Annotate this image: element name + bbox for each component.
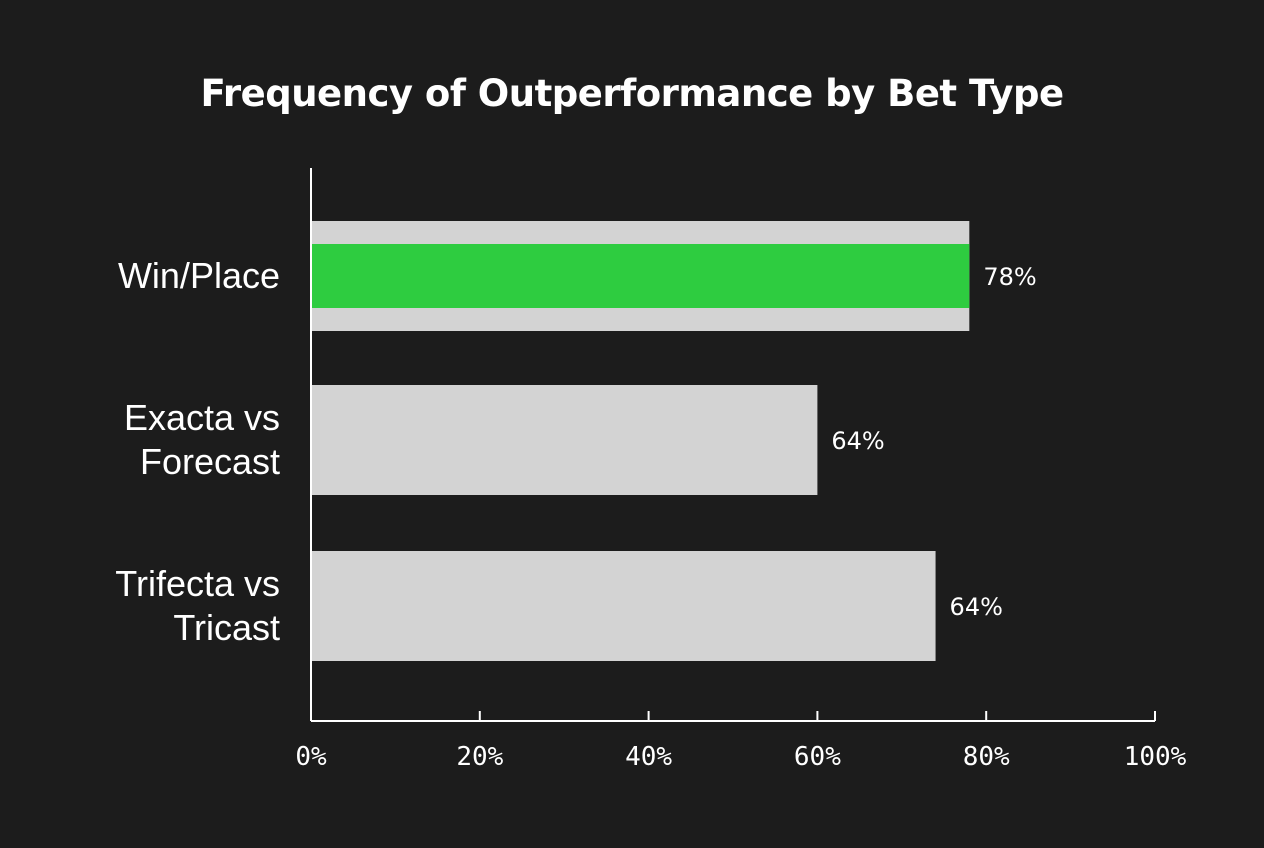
- x-tick-label-2: 40%: [625, 742, 672, 772]
- value-label-0: 78%: [983, 263, 1036, 291]
- value-label-1: 64%: [831, 427, 884, 455]
- category-label-0: Win/Place: [118, 255, 280, 296]
- x-tick-label-4: 80%: [963, 742, 1010, 772]
- labels-layer: 78% Win/Place 64% Exacta vs Forecast 64% Trife…: [115, 255, 1036, 648]
- value-label-2: 64%: [950, 593, 1003, 621]
- chart-title: Frequency of Outperformance by Bet Type: [200, 72, 1064, 115]
- bar-2: [311, 551, 936, 661]
- x-tick-label-0: 0%: [295, 742, 327, 772]
- bars-layer: [311, 221, 970, 661]
- category-label-1: Exacta vs Forecast: [124, 397, 280, 482]
- bar-1: [311, 385, 818, 495]
- x-tick-label-3: 60%: [794, 742, 841, 772]
- x-tick-label-5: 100%: [1124, 742, 1187, 772]
- axis-layer: 0% 20% 40% 60% 80% 100%: [295, 168, 1187, 772]
- category-label-2: Trifecta vs Tricast: [115, 563, 280, 648]
- x-tick-label-1: 20%: [456, 742, 503, 772]
- bar-highlight-0: [311, 244, 970, 308]
